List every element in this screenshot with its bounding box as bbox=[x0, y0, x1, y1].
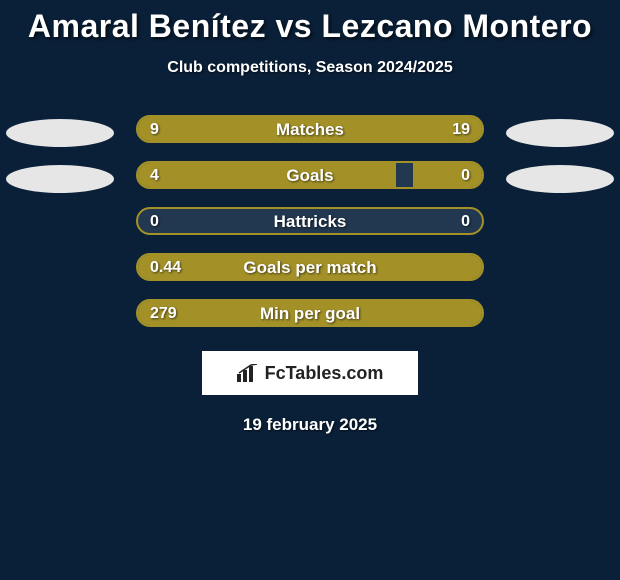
stat-bar: 919Matches bbox=[136, 115, 484, 143]
player-oval-left bbox=[6, 165, 114, 193]
stat-value-left: 0 bbox=[138, 209, 171, 235]
bar-chart-icon bbox=[237, 364, 259, 382]
infographic-container: Amaral Benítez vs Lezcano Montero Club c… bbox=[0, 0, 620, 580]
logo-box: FcTables.com bbox=[202, 351, 418, 395]
stat-value-left: 9 bbox=[138, 117, 171, 143]
stat-bar: 0 0Hattricks bbox=[136, 207, 484, 235]
stat-bar: 40Goals bbox=[136, 161, 484, 189]
player-oval-right bbox=[506, 119, 614, 147]
date-text: 19 february 2025 bbox=[0, 415, 620, 435]
stat-value-right: 0 bbox=[449, 163, 482, 189]
page-title: Amaral Benítez vs Lezcano Montero bbox=[0, 0, 620, 45]
logo-text: FcTables.com bbox=[265, 363, 384, 384]
stat-row: 40Goals bbox=[0, 161, 620, 207]
stat-row: 0 0Hattricks bbox=[0, 207, 620, 253]
stat-label: Hattricks bbox=[138, 209, 482, 235]
stat-value-left: 4 bbox=[138, 163, 171, 189]
stat-row: 919Matches bbox=[0, 115, 620, 161]
stat-value-right: 19 bbox=[440, 117, 482, 143]
stat-row: 0.44Goals per match bbox=[0, 253, 620, 299]
subtitle: Club competitions, Season 2024/2025 bbox=[0, 59, 620, 77]
stat-value-left: 0.44 bbox=[138, 255, 193, 281]
player-oval-left bbox=[6, 119, 114, 147]
stat-bar: 0.44Goals per match bbox=[136, 253, 484, 281]
bar-fill-left bbox=[138, 301, 482, 325]
bar-fill-left bbox=[138, 163, 396, 187]
stat-value-left: 279 bbox=[138, 301, 189, 327]
stat-bar: 279Min per goal bbox=[136, 299, 484, 327]
player-oval-right bbox=[506, 165, 614, 193]
stat-value-right: 0 bbox=[449, 209, 482, 235]
stats-area: 919Matches40Goals00Hattricks0.44Goals pe… bbox=[0, 115, 620, 345]
stat-row: 279Min per goal bbox=[0, 299, 620, 345]
